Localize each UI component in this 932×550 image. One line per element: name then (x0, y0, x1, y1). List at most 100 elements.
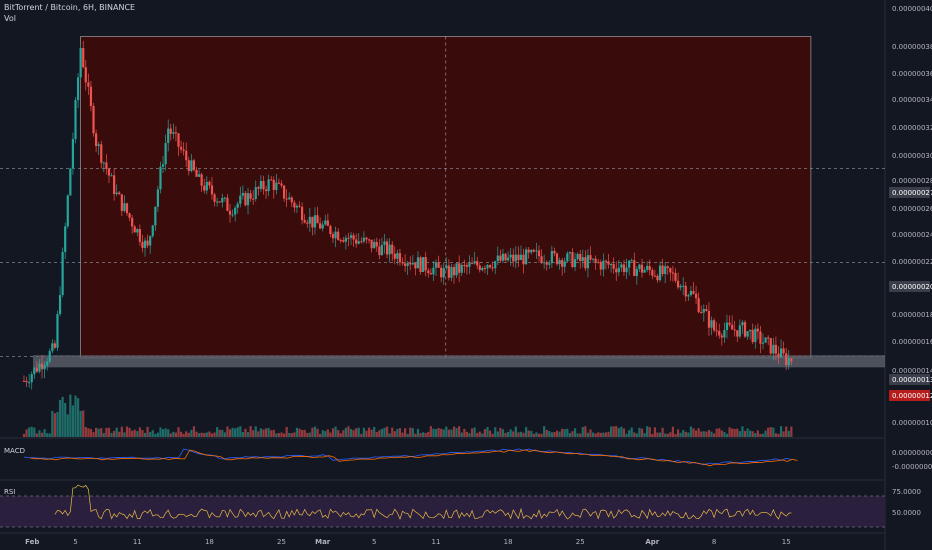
volume-bar (483, 429, 487, 437)
volume-bar (550, 432, 553, 437)
candle-body (612, 264, 615, 269)
price-tag-label: 0.00000020 (892, 283, 932, 291)
rsi-label: RSI (4, 488, 15, 496)
volume-bar (131, 430, 134, 437)
candle-body (741, 322, 744, 326)
candle-body (373, 241, 376, 249)
volume-bar (581, 426, 584, 437)
candle-body (267, 179, 270, 192)
volume-bar (146, 426, 149, 437)
volume-bar (43, 429, 46, 437)
volume-bar (437, 428, 440, 437)
candle-body (246, 193, 250, 206)
candle-body (743, 322, 747, 337)
candle-body (308, 216, 311, 224)
candle-body (136, 229, 139, 233)
y-tick-label: 0.00000024 (892, 231, 932, 239)
volume-bar (604, 432, 608, 437)
candle-body (97, 144, 100, 146)
volume-bar (95, 427, 98, 437)
volume-bar (548, 431, 551, 437)
volume-bar (733, 428, 736, 437)
candle-body (257, 187, 260, 189)
candle-body (749, 329, 752, 332)
volume-bar (97, 428, 100, 437)
volume-bar (102, 433, 105, 437)
candle-body (651, 270, 654, 276)
candle-body (543, 262, 546, 264)
candle-body (411, 262, 414, 265)
volume-bar (591, 432, 595, 437)
volume-bar (414, 433, 417, 437)
candle-body (452, 267, 456, 276)
candle-body (460, 264, 463, 273)
volume-bar (113, 430, 116, 437)
candle-body (746, 331, 749, 337)
volume-bar (720, 430, 723, 437)
volume-bar (728, 427, 731, 437)
candle-body (174, 132, 178, 134)
candle-body (110, 175, 113, 177)
volume-bar (494, 427, 497, 437)
candle-body (146, 240, 149, 246)
candle-body (754, 328, 757, 343)
candle-body (64, 226, 67, 252)
candle-body (102, 162, 105, 164)
volume-bar (365, 430, 368, 437)
candle-body (223, 197, 226, 199)
volume-bar (473, 427, 476, 437)
volume-bar (707, 430, 711, 437)
volume-bar (429, 426, 432, 437)
candle-body (92, 106, 95, 134)
volume-bar (195, 431, 198, 437)
candle-body (61, 251, 64, 296)
volume-bar (360, 433, 363, 437)
volume-bar (61, 396, 64, 437)
volume-bar (396, 428, 399, 437)
volume-bar (679, 432, 682, 437)
volume-bar (105, 427, 108, 437)
macd-tick-label: -0.00000001 (892, 463, 932, 471)
candle-body (352, 235, 355, 240)
candle-body (535, 250, 538, 252)
volume-bar (754, 433, 757, 437)
price-zone-band (33, 355, 885, 368)
volume-bar (66, 414, 69, 437)
volume-bar (447, 429, 450, 437)
x-tick-label: 11 (133, 538, 142, 546)
candle-body (434, 262, 438, 268)
candle-body (586, 255, 590, 269)
volume-bar (185, 431, 188, 437)
volume-bar (298, 428, 301, 437)
volume-bar (723, 431, 726, 437)
candle-body (468, 263, 471, 267)
candle-body (200, 174, 203, 186)
volume-bar (270, 430, 273, 437)
volume-bar (718, 428, 721, 437)
y-tick-label: 0.00000022 (892, 258, 932, 266)
candle-body (494, 261, 497, 269)
candle-body (239, 195, 242, 204)
candle-body (187, 160, 190, 172)
candle-body (764, 337, 767, 343)
candle-body (620, 264, 623, 268)
candle-body (100, 144, 103, 163)
candle-body (653, 275, 656, 277)
candle-body (602, 260, 605, 270)
volume-bar (149, 432, 152, 437)
volume-bar (35, 433, 38, 437)
volume-bar (198, 433, 201, 437)
volume-bar (82, 410, 85, 437)
volume-bar (715, 428, 718, 437)
candle-body (442, 268, 445, 278)
candle-body (344, 237, 347, 242)
candle-body (210, 185, 214, 195)
volume-bar (79, 410, 82, 437)
candle-body (226, 197, 229, 211)
candle-body (401, 262, 404, 264)
y-tick-label: 0.00000014 (892, 367, 932, 375)
candle-body (486, 265, 489, 269)
volume-bar (69, 394, 72, 437)
y-tick-label: 0.00000018 (892, 311, 932, 319)
